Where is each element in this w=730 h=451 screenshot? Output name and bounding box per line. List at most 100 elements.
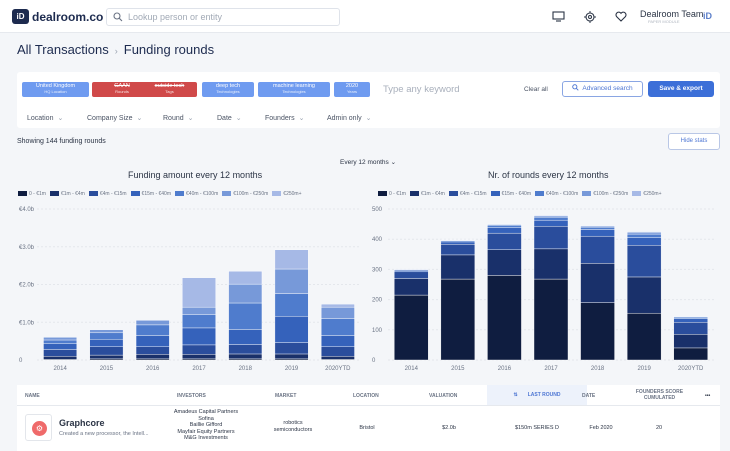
bar-segment[interactable] xyxy=(440,239,476,241)
bar-segment[interactable] xyxy=(43,349,78,357)
bar-segment[interactable] xyxy=(228,344,263,355)
bar-segment[interactable] xyxy=(89,346,124,356)
legend-item[interactable]: €4m - €15m xyxy=(88,191,129,197)
market-tag[interactable]: semiconductors xyxy=(273,426,313,433)
bar-segment[interactable] xyxy=(228,283,263,304)
bar-segment[interactable] xyxy=(320,346,355,357)
filter-tag-tags[interactable]: outside tech Tags xyxy=(142,82,197,97)
filter-tag-year[interactable]: 2020 Years xyxy=(334,82,370,97)
bar-segment[interactable] xyxy=(394,278,429,296)
founders-dropdown[interactable]: Founders xyxy=(265,114,304,122)
round-dropdown[interactable]: Round xyxy=(163,114,194,122)
investor[interactable]: M&G Investments xyxy=(184,435,228,441)
investor[interactable]: Baillie Gifford xyxy=(189,422,223,428)
filter-tag-location[interactable]: United Kingdom HQ Location xyxy=(22,82,89,97)
investor[interactable]: Mayfair Equity Partners xyxy=(177,428,235,435)
bar-segment[interactable] xyxy=(673,316,708,317)
column-header-last-round[interactable]: ⇅ LAST ROUND xyxy=(487,385,587,405)
legend-item[interactable]: €1m - €4m xyxy=(49,191,87,197)
bar-segment[interactable] xyxy=(135,346,170,355)
legend-item[interactable]: €40m - €100m xyxy=(175,191,220,197)
bar-segment[interactable] xyxy=(533,219,569,227)
column-header-name[interactable]: NAME xyxy=(25,393,40,399)
bar-segment[interactable] xyxy=(533,226,569,250)
bar-segment[interactable] xyxy=(320,318,355,336)
avatar[interactable]: iD xyxy=(703,11,712,21)
column-header-founders-score[interactable]: FOUNDERS SCORE CUMULATED xyxy=(635,389,684,401)
breadcrumb-root[interactable]: All Transactions xyxy=(17,42,109,57)
desktop-icon[interactable] xyxy=(552,11,565,22)
bar-segment[interactable] xyxy=(626,276,662,314)
table-row[interactable]: ⚙ Graphcore Created a new processor, the… xyxy=(17,406,720,451)
bar-segment[interactable] xyxy=(89,339,124,347)
advanced-search-button[interactable]: Advanced search xyxy=(562,81,643,97)
bar-segment[interactable] xyxy=(487,232,522,250)
bar-segment[interactable] xyxy=(89,332,124,340)
bar-segment[interactable] xyxy=(182,344,216,355)
keyword-input[interactable]: Type any keyword xyxy=(383,84,460,95)
bar-segment[interactable] xyxy=(182,354,216,360)
location-dropdown[interactable]: Location xyxy=(27,114,63,122)
bar-segment[interactable] xyxy=(274,342,309,355)
hide-stats-button[interactable]: Hide stats xyxy=(668,133,720,150)
bar-segment[interactable] xyxy=(626,232,662,235)
company-name[interactable]: Graphcore xyxy=(59,418,105,428)
bar-segment[interactable] xyxy=(43,339,78,344)
bar-segment[interactable] xyxy=(673,322,708,335)
bar-segment[interactable] xyxy=(274,353,309,360)
bar-segment[interactable] xyxy=(394,294,429,361)
clear-all-button[interactable]: Clear all xyxy=(524,86,548,93)
bar-segment[interactable] xyxy=(580,229,615,237)
bar-segment[interactable] xyxy=(440,244,476,256)
bar-segment[interactable] xyxy=(440,254,476,280)
bar-segment[interactable] xyxy=(580,226,615,230)
bar-segment[interactable] xyxy=(89,354,124,360)
column-header-market[interactable]: MARKET xyxy=(275,393,297,399)
bar-segment[interactable] xyxy=(182,327,216,346)
bar-segment[interactable] xyxy=(274,268,309,294)
column-header-investors[interactable]: INVESTORS xyxy=(177,393,206,399)
legend-item[interactable]: 0 - €1m xyxy=(18,191,48,197)
legend-item[interactable]: €15m - €40m xyxy=(130,191,173,197)
heart-icon[interactable] xyxy=(615,11,627,22)
more-columns-button[interactable]: ••• xyxy=(705,393,711,399)
bar-segment[interactable] xyxy=(394,269,429,271)
bar-segment[interactable] xyxy=(274,249,309,270)
bar-segment[interactable] xyxy=(43,356,78,360)
bar-segment[interactable] xyxy=(626,237,662,246)
bar-segment[interactable] xyxy=(580,263,615,303)
bar-segment[interactable] xyxy=(394,271,429,279)
bar-segment[interactable] xyxy=(487,275,522,361)
team-name[interactable]: Dealroom Team xyxy=(640,9,704,19)
bar-segment[interactable] xyxy=(673,334,708,349)
legend-item[interactable]: €100m - €250m xyxy=(582,191,630,197)
legend-item[interactable]: €15m - €40m xyxy=(490,191,533,197)
bar-segment[interactable] xyxy=(320,356,355,360)
bar-segment[interactable] xyxy=(43,343,78,350)
filter-tag-machine-learning[interactable]: machine learning Technologies xyxy=(258,82,330,97)
bar-segment[interactable] xyxy=(320,306,355,319)
bar-segment[interactable] xyxy=(394,270,429,273)
column-header-valuation[interactable]: VALUATION xyxy=(429,393,458,399)
bar-segment[interactable] xyxy=(533,216,569,221)
bar-segment[interactable] xyxy=(320,335,355,347)
bar-segment[interactable] xyxy=(673,347,708,361)
bar-segment[interactable] xyxy=(228,329,263,345)
bar-segment[interactable] xyxy=(487,249,522,276)
bar-segment[interactable] xyxy=(320,303,355,308)
bar-segment[interactable] xyxy=(440,278,476,361)
legend-item[interactable]: €100m - €250m xyxy=(222,191,270,197)
bar-segment[interactable] xyxy=(487,225,522,228)
bar-segment[interactable] xyxy=(182,277,216,308)
company-size-dropdown[interactable]: Company Size xyxy=(87,114,142,122)
legend-item[interactable]: €4m - €15m xyxy=(448,191,489,197)
bar-segment[interactable] xyxy=(533,248,569,280)
bar-segment[interactable] xyxy=(228,271,263,285)
legend-item[interactable]: €250m+ xyxy=(632,191,663,197)
bar-segment[interactable] xyxy=(274,316,309,343)
bar-segment[interactable] xyxy=(533,215,569,217)
global-search-input[interactable]: Lookup person or entity xyxy=(106,8,340,26)
bar-segment[interactable] xyxy=(487,223,522,225)
legend-item[interactable]: 0 - €1m xyxy=(378,191,408,197)
brand-name[interactable]: dealroom.co xyxy=(32,10,104,24)
